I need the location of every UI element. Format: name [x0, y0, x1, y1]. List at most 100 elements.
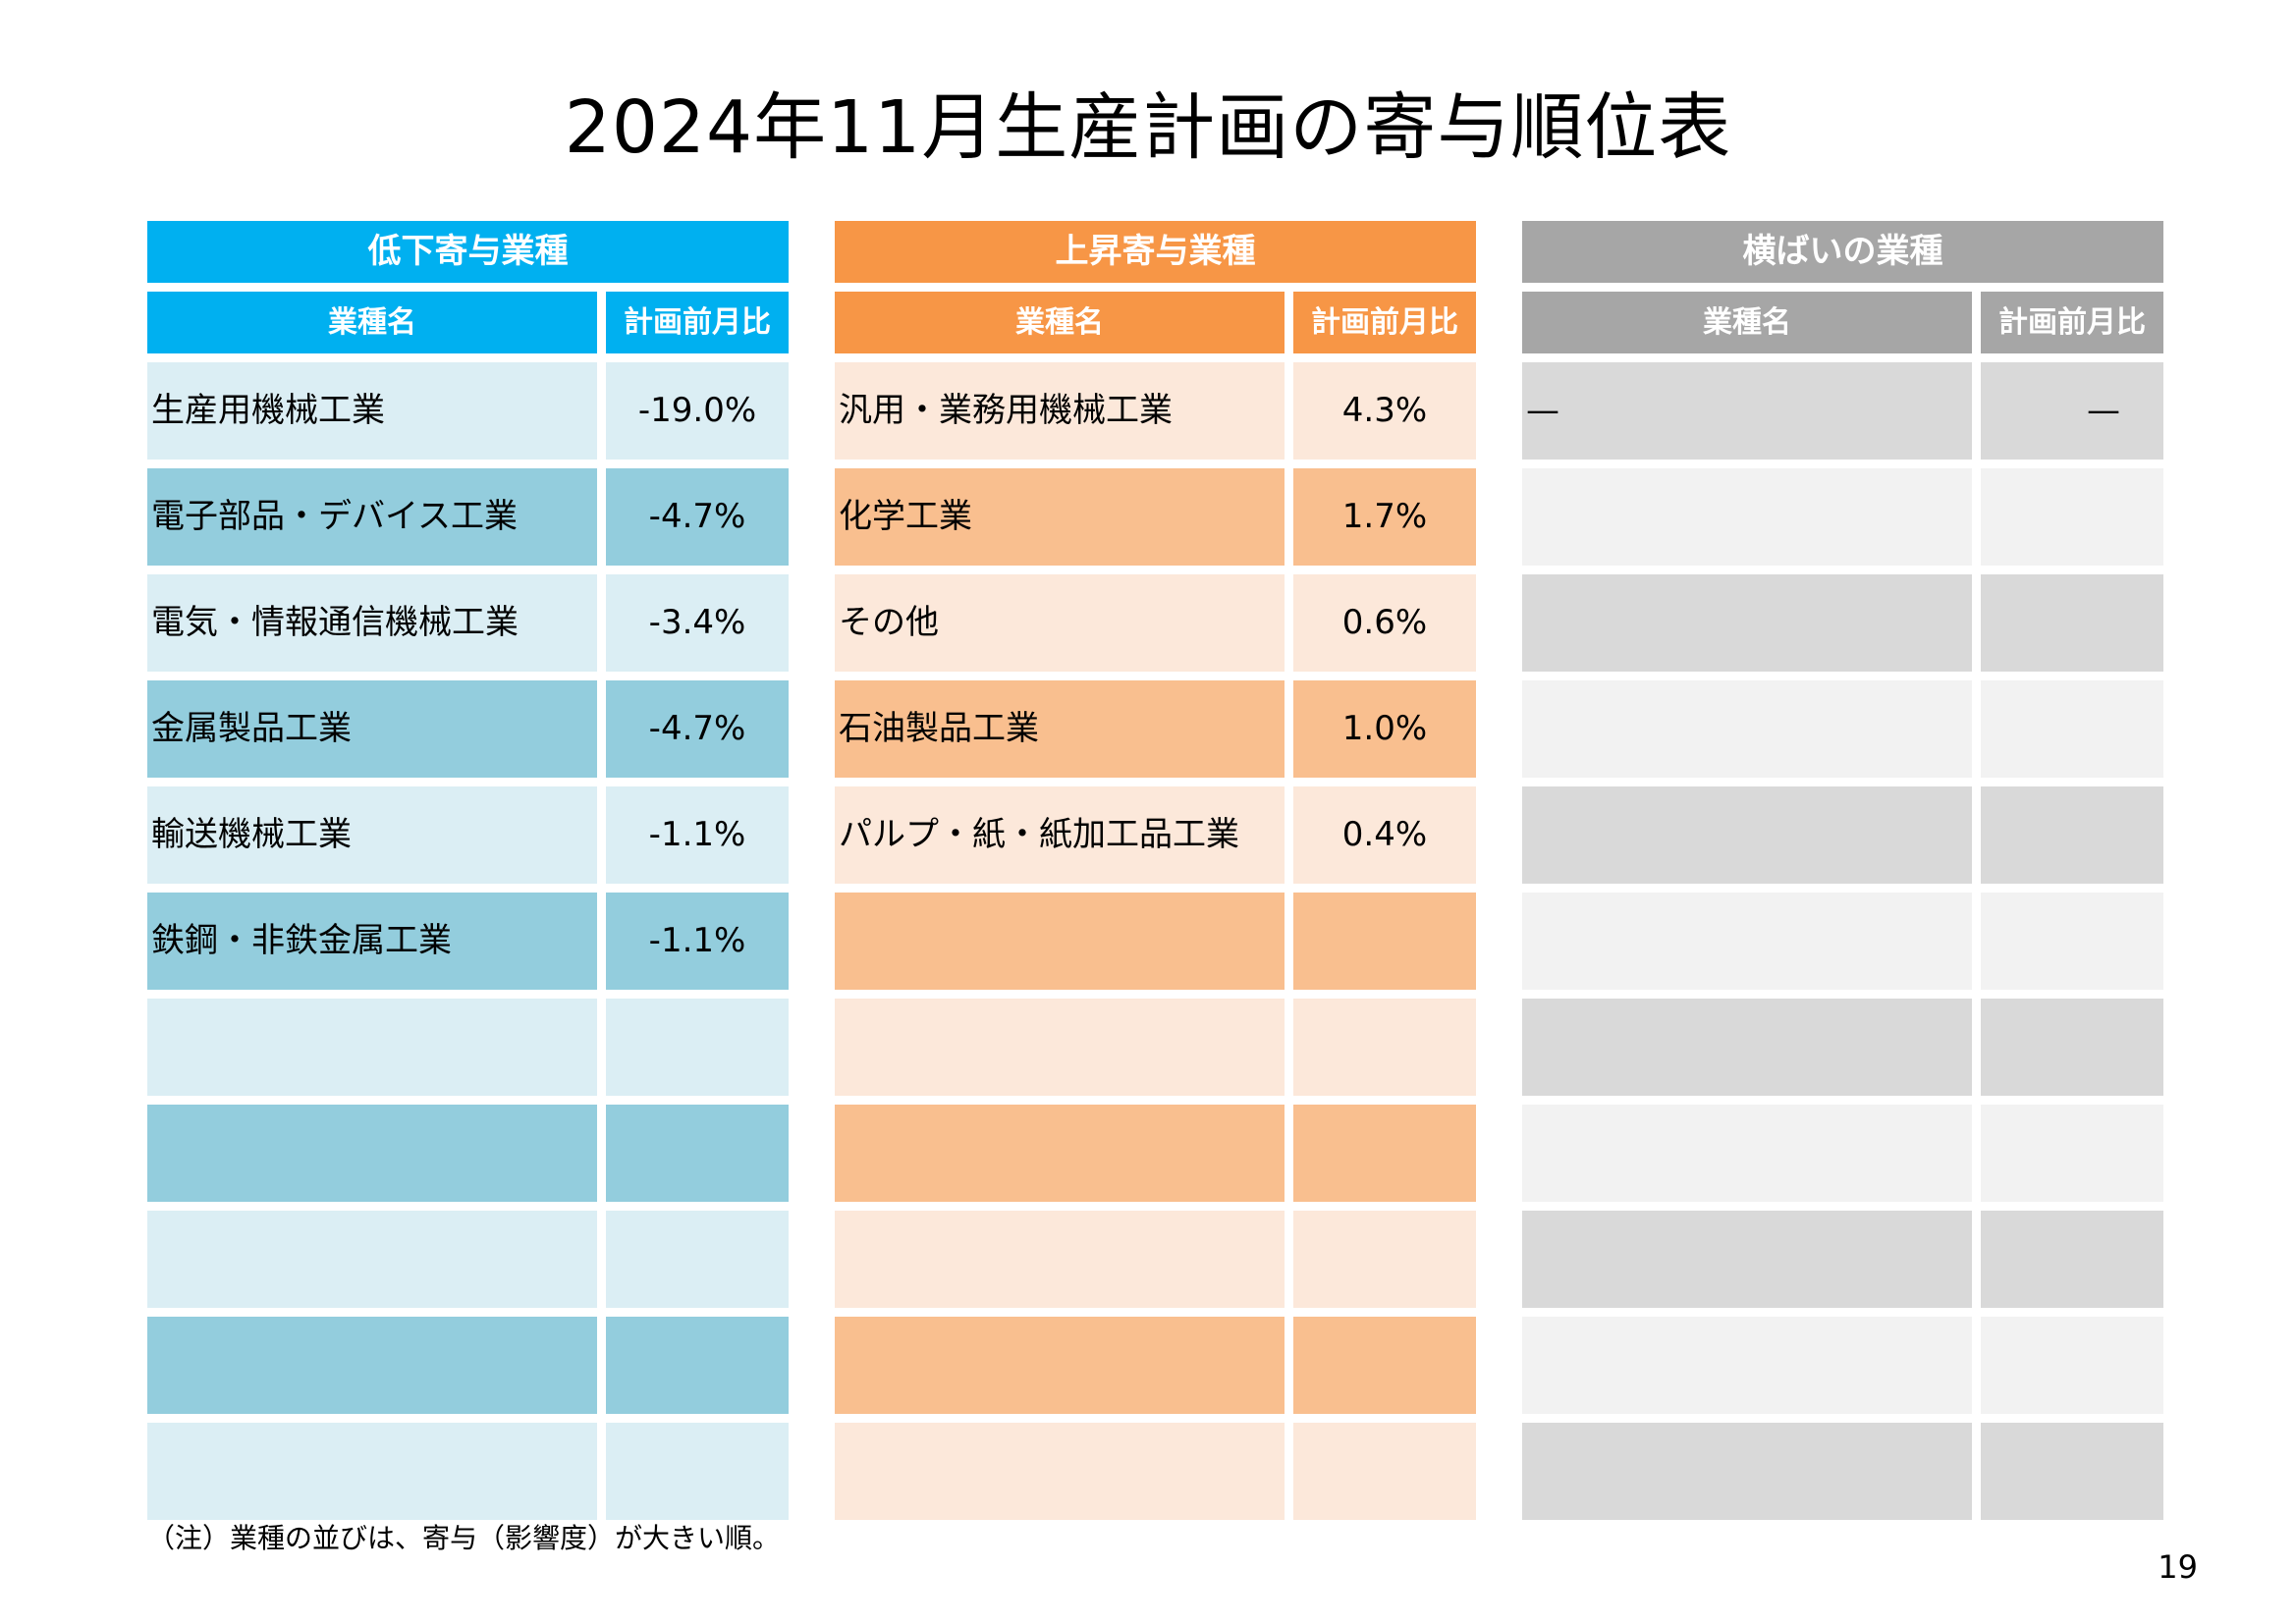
industry-name-cell: 輸送機械工業 [147, 786, 597, 884]
ratio-cell: -3.4% [606, 574, 789, 672]
flat-table: 横ばいの業種 業種名 計画前月比 — — [1522, 221, 2163, 1529]
industry-name-cell: パルプ・紙・紙加工品工業 [835, 786, 1285, 884]
flat-table-heading: 横ばいの業種 [1522, 221, 2163, 283]
decrease-table-column-header: 業種名 計画前月比 [147, 292, 789, 353]
ratio-cell [1981, 1423, 2163, 1520]
ratio-cell [606, 1423, 789, 1520]
table-row: 金属製品工業 -4.7% [147, 680, 789, 778]
ratio-cell: 4.3% [1293, 362, 1476, 460]
ratio-cell [606, 1211, 789, 1308]
industry-name-cell [147, 999, 597, 1096]
column-header-ratio: 計画前月比 [1981, 292, 2163, 353]
table-row [1522, 1423, 2163, 1520]
industry-name-cell [835, 1105, 1285, 1202]
ratio-cell [1981, 1105, 2163, 1202]
industry-name-cell [835, 999, 1285, 1096]
ratio-cell: 1.0% [1293, 680, 1476, 778]
industry-name-cell [1522, 1317, 1972, 1414]
table-row [1522, 1105, 2163, 1202]
table-row [835, 1317, 1476, 1414]
industry-name-cell: 鉄鋼・非鉄金属工業 [147, 893, 597, 990]
industry-name-cell [1522, 1105, 1972, 1202]
industry-name-cell [147, 1211, 597, 1308]
ratio-cell [1293, 1317, 1476, 1414]
page-number: 19 [2158, 1548, 2198, 1586]
ratio-cell: — [1981, 362, 2163, 460]
industry-name-cell: 化学工業 [835, 468, 1285, 566]
table-row: パルプ・紙・紙加工品工業 0.4% [835, 786, 1476, 884]
industry-name-cell [1522, 786, 1972, 884]
industry-name-cell: — [1522, 362, 1972, 460]
table-row: 石油製品工業 1.0% [835, 680, 1476, 778]
table-row [147, 1211, 789, 1308]
industry-name-cell: 石油製品工業 [835, 680, 1285, 778]
ratio-cell [1981, 786, 2163, 884]
ratio-cell [1293, 999, 1476, 1096]
increase-table-rows: 汎用・業務用機械工業 4.3% 化学工業 1.7% その他 0.6% 石油製品工業 1.0% パ… [835, 362, 1476, 1520]
ratio-cell [606, 1105, 789, 1202]
table-row: 電子部品・デバイス工業 -4.7% [147, 468, 789, 566]
industry-name-cell: その他 [835, 574, 1285, 672]
table-row: 電気・情報通信機械工業 -3.4% [147, 574, 789, 672]
industry-name-cell: 金属製品工業 [147, 680, 597, 778]
table-row [1522, 1317, 2163, 1414]
industry-name-cell: 電子部品・デバイス工業 [147, 468, 597, 566]
ratio-cell: 0.4% [1293, 786, 1476, 884]
table-row [147, 1317, 789, 1414]
table-row [1522, 786, 2163, 884]
ratio-cell [1981, 680, 2163, 778]
industry-name-cell [1522, 574, 1972, 672]
decrease-table-rows: 生産用機械工業 -19.0% 電子部品・デバイス工業 -4.7% 電気・情報通信機械工業… [147, 362, 789, 1520]
ratio-cell [606, 999, 789, 1096]
industry-name-cell [147, 1423, 597, 1520]
column-header-name: 業種名 [1522, 292, 1972, 353]
ratio-cell [1293, 1105, 1476, 1202]
decrease-table: 低下寄与業種 業種名 計画前月比 生産用機械工業 -19.0% 電子部品・デバイス工… [147, 221, 789, 1529]
table-row [835, 999, 1476, 1096]
ratio-cell [606, 1317, 789, 1414]
table-row: 化学工業 1.7% [835, 468, 1476, 566]
industry-name-cell [1522, 1423, 1972, 1520]
page-title: 2024年11月生産計画の寄与順位表 [564, 85, 1732, 170]
ratio-cell: -1.1% [606, 786, 789, 884]
flat-table-rows: — — [1522, 362, 2163, 1520]
table-row: 生産用機械工業 -19.0% [147, 362, 789, 460]
ratio-cell: -1.1% [606, 893, 789, 990]
table-row [147, 1105, 789, 1202]
table-row [1522, 999, 2163, 1096]
industry-name-cell [147, 1105, 597, 1202]
increase-table: 上昇寄与業種 業種名 計画前月比 汎用・業務用機械工業 4.3% 化学工業 1.7% そ… [835, 221, 1476, 1529]
table-row [1522, 680, 2163, 778]
ratio-cell [1293, 1211, 1476, 1308]
ratio-cell: 0.6% [1293, 574, 1476, 672]
ratio-cell: -4.7% [606, 468, 789, 566]
industry-name-cell [1522, 1211, 1972, 1308]
table-row [1522, 468, 2163, 566]
table-row [1522, 574, 2163, 672]
industry-name-cell [1522, 468, 1972, 566]
ratio-cell: -19.0% [606, 362, 789, 460]
industry-name-cell [1522, 893, 1972, 990]
ratio-cell [1981, 893, 2163, 990]
ratio-cell [1981, 468, 2163, 566]
industry-name-cell: 汎用・業務用機械工業 [835, 362, 1285, 460]
column-header-ratio: 計画前月比 [606, 292, 789, 353]
column-header-name: 業種名 [835, 292, 1285, 353]
industry-name-cell: 生産用機械工業 [147, 362, 597, 460]
table-row [1522, 1211, 2163, 1308]
decrease-table-heading: 低下寄与業種 [147, 221, 789, 283]
footnote: （注）業種の並びは、寄与（影響度）が大きい順。 [147, 1522, 781, 1554]
industry-name-cell [835, 1317, 1285, 1414]
industry-name-cell [835, 893, 1285, 990]
table-row: 汎用・業務用機械工業 4.3% [835, 362, 1476, 460]
column-header-ratio: 計画前月比 [1293, 292, 1476, 353]
industry-name-cell [147, 1317, 597, 1414]
flat-table-column-header: 業種名 計画前月比 [1522, 292, 2163, 353]
table-row: その他 0.6% [835, 574, 1476, 672]
industry-name-cell [1522, 680, 1972, 778]
ratio-cell: 1.7% [1293, 468, 1476, 566]
industry-name-cell [1522, 999, 1972, 1096]
table-row [835, 1423, 1476, 1520]
table-row [835, 893, 1476, 990]
table-row [147, 1423, 789, 1520]
